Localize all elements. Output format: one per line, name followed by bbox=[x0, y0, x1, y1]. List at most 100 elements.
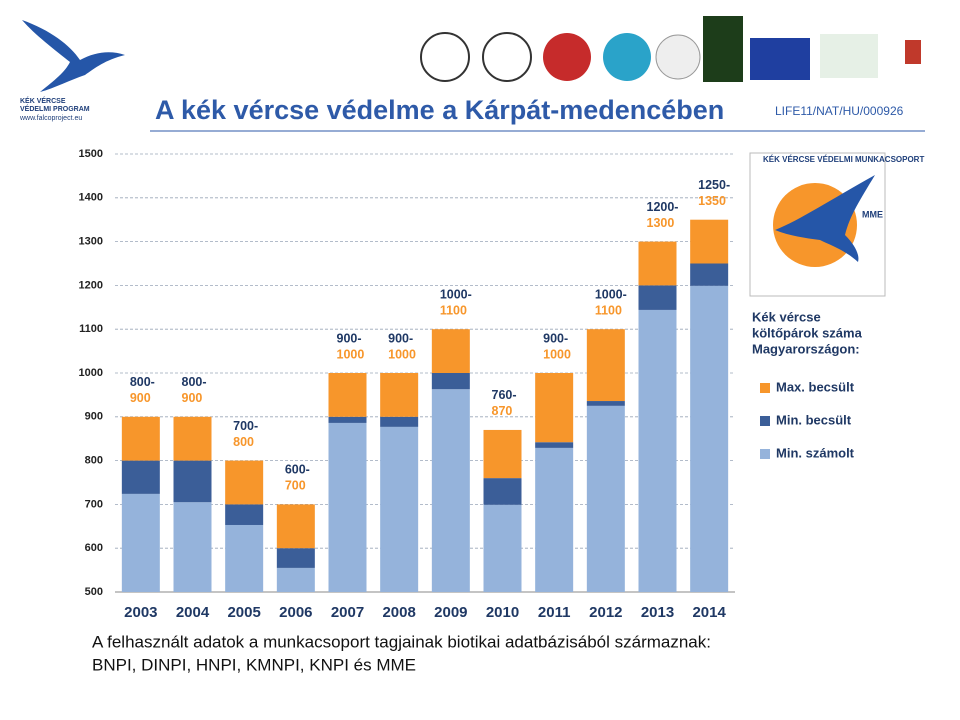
legend-swatch bbox=[760, 383, 770, 393]
x-tick-label: 2010 bbox=[486, 604, 519, 621]
bar-segment bbox=[535, 442, 574, 448]
bar-segment bbox=[173, 502, 212, 592]
legend-label: Max. becsült bbox=[776, 379, 855, 394]
bar-segment bbox=[638, 241, 677, 286]
y-tick-label: 1200 bbox=[79, 279, 103, 291]
bar-segment bbox=[276, 548, 315, 568]
footer-line: BNPI, DINPI, HNPI, KMNPI, KNPI és MME bbox=[92, 655, 416, 674]
range-label-min: 800- bbox=[182, 375, 207, 389]
footer-line: A felhasznált adatok a munkacsoport tagj… bbox=[92, 632, 711, 651]
badge: KÉK VÉRCSE VÉDELMI MUNKACSOPORT MME bbox=[749, 152, 924, 297]
range-label-max: 1100 bbox=[595, 303, 622, 317]
bar-segment bbox=[328, 373, 367, 417]
y-tick-label: 1400 bbox=[79, 192, 103, 204]
bar-segment bbox=[535, 373, 574, 443]
range-label-max: 1300 bbox=[647, 216, 675, 230]
range-label-min: 1250- bbox=[698, 178, 730, 192]
y-tick-label: 1100 bbox=[79, 323, 103, 335]
partner-logos bbox=[420, 16, 921, 82]
bar-segment bbox=[380, 373, 419, 417]
range-label-max: 900 bbox=[130, 391, 151, 405]
bar-segment bbox=[276, 567, 315, 592]
range-label-max: 1000 bbox=[388, 347, 416, 361]
range-label-min: 700- bbox=[233, 419, 258, 433]
legend-title: Magyarországon: bbox=[752, 341, 860, 356]
range-label-max: 1350 bbox=[698, 194, 726, 208]
falcon-logo bbox=[22, 20, 125, 92]
bar-segment bbox=[173, 416, 212, 461]
bar-segment bbox=[483, 429, 522, 479]
range-label-min: 1000- bbox=[440, 287, 472, 301]
bar-segment bbox=[225, 504, 264, 525]
x-tick-label: 2004 bbox=[176, 604, 210, 621]
bar-segment bbox=[431, 389, 470, 592]
bar-segment bbox=[431, 373, 470, 390]
range-label-max: 1100 bbox=[440, 303, 467, 317]
range-label-min: 600- bbox=[285, 463, 310, 477]
bar-segment bbox=[121, 460, 160, 494]
bar-segment bbox=[328, 416, 367, 423]
x-tick-label: 2005 bbox=[227, 604, 260, 621]
bar-segment bbox=[121, 493, 160, 592]
bar-segment bbox=[638, 309, 677, 592]
badge-ring: KÉK VÉRCSE VÉDELMI MUNKACSOPORT bbox=[763, 155, 924, 164]
slide-title: A kék vércse védelme a Kárpát-medencében bbox=[155, 95, 724, 125]
x-tick-label: 2009 bbox=[434, 604, 467, 621]
range-label-min: 1200- bbox=[647, 200, 679, 214]
y-tick-label: 1500 bbox=[79, 148, 103, 160]
x-tick-label: 2006 bbox=[279, 604, 312, 621]
program-url: www.falcoproject.eu bbox=[19, 115, 82, 122]
bar-segment bbox=[121, 416, 160, 461]
bar-segment bbox=[638, 285, 677, 310]
bar-segment bbox=[690, 263, 729, 286]
x-tick-label: 2011 bbox=[538, 604, 571, 621]
bar-segment bbox=[225, 524, 264, 592]
badge-org: MME bbox=[862, 209, 883, 219]
project-code: LIFE11/NAT/HU/000926 bbox=[775, 104, 904, 118]
bar-segment bbox=[586, 401, 625, 406]
range-label-min: 760- bbox=[492, 388, 517, 402]
y-tick-label: 500 bbox=[85, 586, 103, 598]
program-line: KÉK VÉRCSE bbox=[20, 96, 66, 105]
range-label-max: 900 bbox=[182, 391, 203, 405]
bar-segment bbox=[380, 416, 419, 427]
x-tick-label: 2003 bbox=[124, 604, 157, 621]
range-label-min: 800- bbox=[130, 375, 155, 389]
legend-swatch bbox=[760, 416, 770, 426]
range-label-max: 800 bbox=[233, 435, 254, 449]
y-tick-label: 600 bbox=[85, 542, 103, 554]
legend-title: Kék vércse bbox=[752, 309, 821, 324]
bar-segment bbox=[380, 426, 419, 592]
range-label-min: 900- bbox=[388, 331, 413, 345]
x-tick-label: 2012 bbox=[589, 604, 622, 621]
range-label-min: 1000- bbox=[595, 287, 627, 301]
bar-segment bbox=[225, 460, 264, 505]
x-tick-label: 2014 bbox=[692, 604, 726, 621]
x-tick-label: 2013 bbox=[641, 604, 674, 621]
bar-segment bbox=[173, 460, 212, 503]
legend-label: Min. számolt bbox=[776, 445, 855, 460]
bar-segment bbox=[431, 329, 470, 373]
y-tick-label: 1300 bbox=[79, 236, 103, 248]
legend-swatch bbox=[760, 449, 770, 459]
y-tick-label: 800 bbox=[85, 455, 103, 467]
range-label-max: 1000 bbox=[543, 347, 571, 361]
range-label-max: 870 bbox=[492, 404, 513, 418]
y-tick-label: 900 bbox=[85, 411, 103, 423]
range-label-min: 900- bbox=[337, 331, 362, 345]
bar-segment bbox=[586, 329, 625, 402]
range-label-min: 900- bbox=[543, 331, 568, 345]
y-tick-label: 1000 bbox=[79, 367, 103, 379]
bar-segment bbox=[483, 504, 522, 592]
bar-segment bbox=[276, 504, 315, 549]
x-tick-label: 2008 bbox=[382, 604, 415, 621]
legend-label: Min. becsült bbox=[776, 412, 852, 427]
range-label-max: 1000 bbox=[337, 347, 365, 361]
bar-segment bbox=[690, 285, 729, 592]
bar-segment bbox=[535, 447, 574, 592]
bar-segment bbox=[690, 219, 729, 264]
y-tick-label: 700 bbox=[85, 498, 103, 510]
bar-segment bbox=[328, 422, 367, 592]
